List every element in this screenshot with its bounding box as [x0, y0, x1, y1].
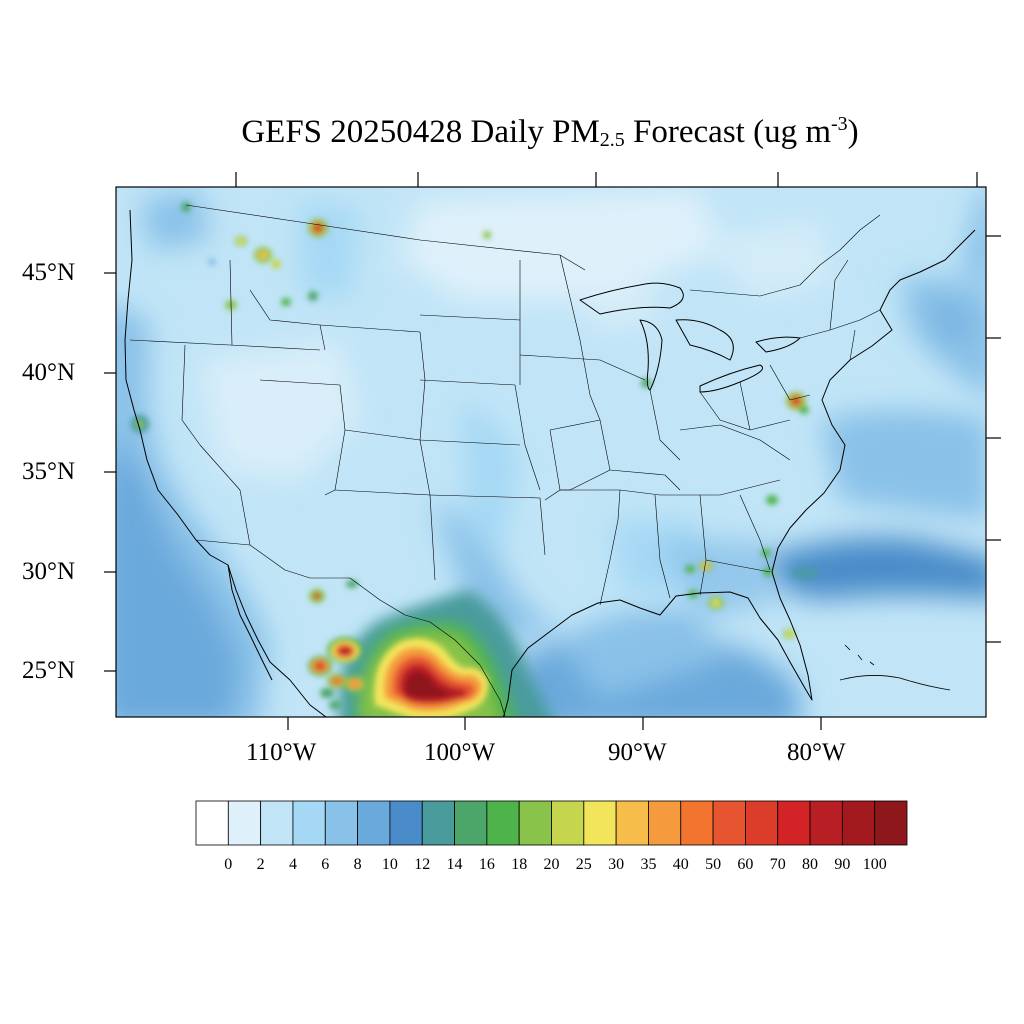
map-title: GEFS 20250428 Daily PM2.5 Forecast (ug m…: [0, 113, 1024, 152]
lon-label-90w: 90°W: [608, 739, 667, 766]
colorbar-box: [357, 800, 391, 846]
title-prefix: GEFS 20250428 Daily PM: [241, 114, 600, 150]
colorbar-box: [486, 800, 520, 846]
colorbar-tick-label: 20: [543, 856, 560, 873]
hotspot-chihuahua: [327, 637, 363, 663]
caribbean-islands: [839, 644, 951, 691]
lat-label-35n: 35°N: [22, 458, 76, 485]
colorbar-tick-label: 16: [478, 856, 495, 873]
colorbar-tick-label: 18: [511, 856, 528, 873]
colorbar-tick-label: 80: [802, 856, 818, 873]
colorbar-tick-label: 25: [575, 856, 592, 873]
axis-ticks: [104, 172, 1001, 730]
title-superscript: -3: [831, 113, 848, 135]
map-frame: [115, 186, 987, 718]
colorbar-box: [777, 800, 811, 846]
colorbar-tick-label: 60: [737, 856, 754, 873]
colorbar-tick-label: 4: [289, 856, 297, 873]
colorbar-tick-label: 0: [224, 856, 233, 873]
hotspot-sinaloa: [308, 656, 332, 676]
state-borders: [129, 204, 881, 717]
colorbar-box: [292, 800, 326, 846]
hotspot-maryland: [786, 392, 809, 414]
hotspot-montana: [308, 219, 328, 237]
colorbar-tick-label: 2: [256, 856, 265, 873]
colorbar-box: [195, 800, 229, 846]
colorbar-box: [454, 800, 488, 846]
lon-label-110w: 110°W: [246, 739, 317, 766]
title-middle: Forecast (ug m: [624, 114, 831, 150]
hotspot-mexico-small: [320, 674, 366, 709]
colorbar-box: [648, 800, 682, 846]
title-subscript: 2.5: [599, 129, 625, 151]
lat-label-25n: 25°N: [22, 657, 76, 684]
title-suffix: ): [847, 114, 859, 150]
hotspot-southeast: [641, 378, 819, 639]
colorbar-box: [712, 800, 746, 846]
colorbar-tick-label: 100: [862, 856, 887, 873]
colorbar-box: [421, 800, 455, 846]
ocean-field: [116, 190, 986, 717]
colorbar-box: [389, 800, 423, 846]
colorbar-tick-label: 30: [608, 856, 625, 873]
colorbar-tick-label: 10: [381, 856, 398, 873]
colorbar-box: [324, 800, 358, 846]
lat-label-30n: 30°N: [22, 558, 76, 585]
colorbar: [195, 800, 908, 846]
coastlines: [124, 209, 976, 717]
colorbar-tick-label: 70: [769, 856, 786, 873]
hotspots: [131, 202, 819, 709]
map-field: [116, 187, 986, 717]
lat-label-40n: 40°N: [22, 359, 76, 386]
colorbar-box: [227, 800, 262, 846]
colorbar-box: [680, 800, 714, 846]
colorbar-tick-label: 35: [640, 856, 657, 873]
colorbar-box: [615, 800, 649, 846]
colorbar-tick-label: 8: [353, 856, 362, 873]
colorbar-tick-label: 12: [414, 856, 431, 873]
colorbar-box: [518, 800, 552, 846]
hotspot-idaho: [181, 202, 491, 310]
colorbar-tick-label: 40: [672, 856, 689, 873]
colorbar-tick-label: 90: [834, 856, 851, 873]
colorbar-box: [841, 800, 876, 846]
colorbar-box: [809, 800, 843, 846]
colorbar-box: [583, 800, 617, 846]
colorbar-box: [874, 800, 908, 846]
light-regions: [140, 190, 830, 620]
colorbar-tick-label: 14: [446, 856, 463, 873]
colorbar-tick-label: 50: [705, 856, 722, 873]
lon-label-100w: 100°W: [424, 739, 496, 766]
colorbar-tick-label: 6: [321, 856, 330, 873]
colorbar-box: [260, 800, 294, 846]
lat-label-45n: 45°N: [22, 259, 76, 286]
smoke-plume: [338, 590, 552, 717]
lon-label-80w: 80°W: [787, 739, 846, 766]
colorbar-box: [551, 800, 585, 846]
colorbar-box: [745, 800, 779, 846]
